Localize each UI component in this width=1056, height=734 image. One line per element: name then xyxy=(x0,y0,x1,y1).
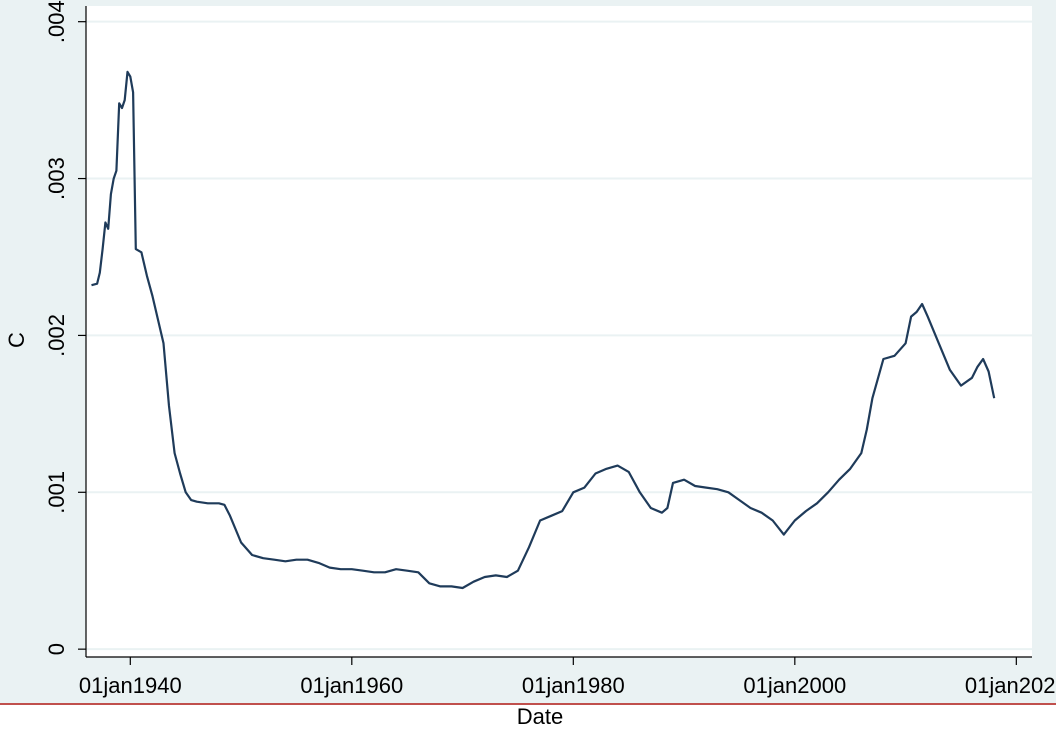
x-axis-title: Date xyxy=(517,704,563,729)
gridlines xyxy=(86,20,1032,651)
x-tick-label: 01jan1960 xyxy=(300,673,403,698)
x-tick-label: 01jan1940 xyxy=(79,673,182,698)
y-tick-label: .004 xyxy=(44,0,69,43)
x-tick-label: 01jan2020 xyxy=(965,673,1056,698)
y-tick-label: 0 xyxy=(44,643,69,655)
y-axis-title: C xyxy=(4,332,29,348)
series-line xyxy=(91,70,996,590)
plot-area xyxy=(86,6,1032,657)
y-tick-label: .001 xyxy=(44,471,69,514)
y-tick-label: .002 xyxy=(44,314,69,357)
y-tick-label: .003 xyxy=(44,157,69,200)
axes xyxy=(85,6,1032,658)
y-ticks: 0 .001 .002 .003 .004 xyxy=(44,0,86,655)
x-tick-label: 01jan1980 xyxy=(522,673,625,698)
x-tick-label: 01jan2000 xyxy=(743,673,846,698)
x-ticks: 01jan1940 01jan1960 01jan1980 01jan2000 01ja… xyxy=(79,657,1056,698)
series-layer xyxy=(91,70,996,590)
